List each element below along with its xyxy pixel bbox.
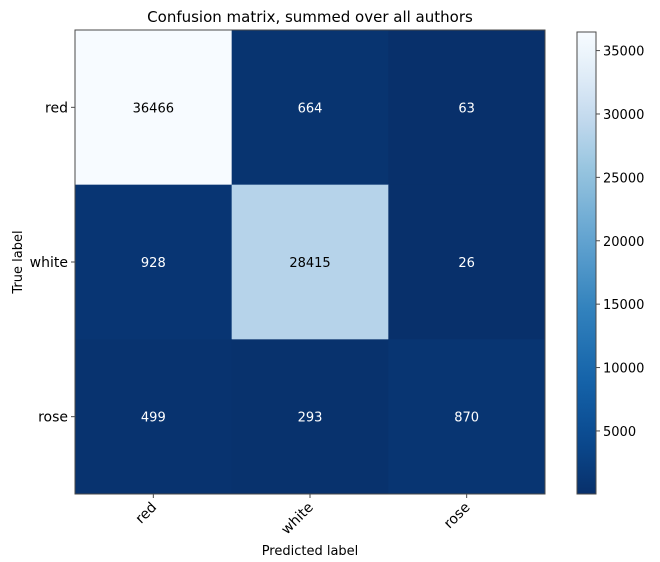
cell-value-label: 293 (298, 411, 323, 426)
cell-value-label: 928 (141, 256, 166, 271)
heatmap-cell (231, 339, 389, 495)
heatmap-cell (388, 184, 546, 340)
x-tick-label: rose (441, 500, 473, 532)
colorbar-ticks: 5000 10000 15000 20000 25000 30000 35000 (596, 45, 644, 440)
heatmap-cells: 36466 664 63 928 28415 26 499 293 870 (75, 30, 546, 495)
x-tick-labels: red white rose (133, 494, 473, 538)
plot-frame (74, 29, 546, 495)
colorbar-tick-label: 30000 (603, 108, 644, 123)
cell-value-label: 26 (458, 256, 475, 271)
y-axis-label: True label (11, 230, 26, 294)
y-tick-labels: red white rose (30, 100, 75, 426)
heatmap-cell (231, 184, 389, 340)
colorbar-tick-label: 10000 (603, 362, 644, 377)
heatmap-cell (75, 339, 233, 495)
heatmap-cell (231, 30, 389, 186)
colorbar-tick-label: 35000 (603, 45, 644, 60)
x-axis-label: Predicted label (262, 544, 359, 559)
heatmap-cell (388, 339, 546, 495)
y-tick-label: rose (38, 410, 68, 426)
cell-value-label: 63 (458, 101, 475, 116)
chart-title: Confusion matrix, summed over all author… (147, 8, 473, 26)
colorbar-tick-label: 5000 (603, 425, 636, 440)
cell-value-label: 664 (298, 101, 323, 116)
cell-value-label: 28415 (289, 256, 330, 271)
y-tick-label: red (45, 100, 68, 116)
cell-value-label: 499 (141, 411, 166, 426)
heatmap-cell (75, 30, 233, 186)
cell-value-label: 870 (454, 411, 479, 426)
colorbar-tick-label: 20000 (603, 235, 644, 250)
cell-value-label: 36466 (133, 101, 174, 116)
colorbar-tick-label: 25000 (603, 171, 644, 186)
y-tick-label: white (30, 255, 68, 271)
colorbar (576, 31, 597, 495)
x-tick-label: red (133, 500, 161, 528)
heatmap-cell (388, 30, 546, 186)
colorbar-tick-label: 15000 (603, 298, 644, 313)
heatmap-cell (75, 184, 233, 340)
x-tick-label: white (278, 500, 316, 538)
